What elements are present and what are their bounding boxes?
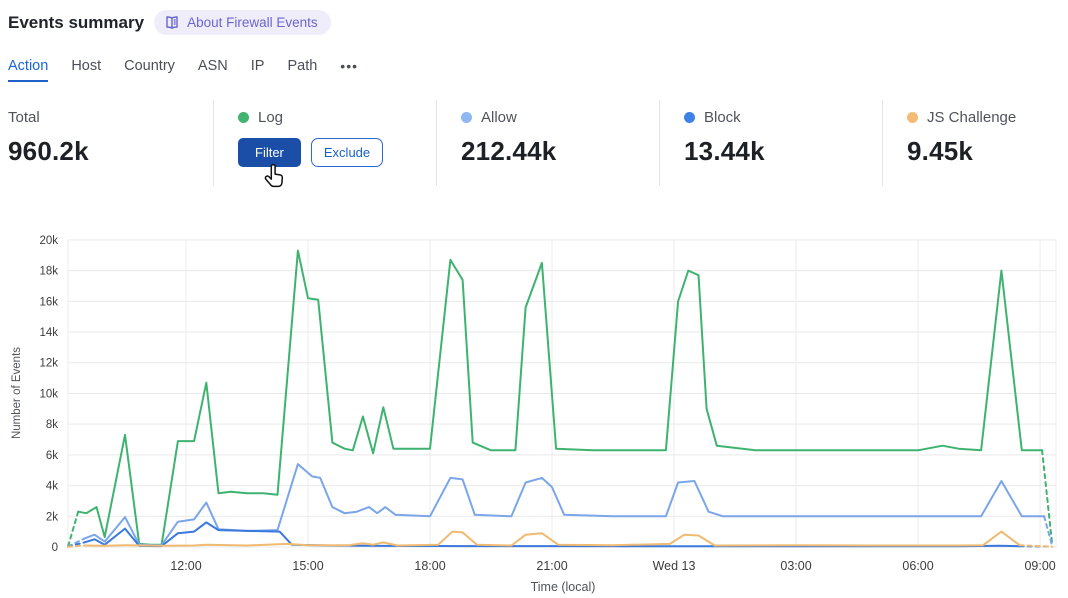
tab-country[interactable]: Country <box>124 58 175 74</box>
stat-allow-value: 212.44k <box>461 136 557 166</box>
stat-js-challenge-value: 9.45k <box>907 136 974 166</box>
stat-total-value: 960.2k <box>8 136 89 166</box>
svg-text:21:00: 21:00 <box>536 559 567 573</box>
svg-text:03:00: 03:00 <box>780 559 811 573</box>
svg-text:Number of Events: Number of Events <box>11 347 23 439</box>
allow-dot-icon <box>461 111 472 123</box>
tab-host[interactable]: Host <box>71 58 102 74</box>
events-time-series-chart: 0 2k 4k 6k 8k 10k 12k 14k 16k 18k 20k 12:00 15:00 18:… <box>0 225 1068 598</box>
stats-row: Total 960.2k Log Filter Exclude Allow 21… <box>0 100 1068 186</box>
svg-text:6k: 6k <box>46 450 58 462</box>
svg-text:2k: 2k <box>46 511 58 523</box>
tab-path[interactable]: Path <box>287 58 318 74</box>
stat-block[interactable]: Block 13.44k <box>659 100 882 186</box>
svg-text:10k: 10k <box>39 388 58 400</box>
filter-button[interactable]: Filter <box>238 138 301 167</box>
stat-block-label: Block <box>704 108 741 126</box>
tab-action[interactable]: Action <box>8 58 49 82</box>
exclude-button[interactable]: Exclude <box>310 138 384 167</box>
svg-text:18k: 18k <box>39 266 58 278</box>
tab-asn[interactable]: ASN <box>197 58 228 74</box>
tab-ip[interactable]: IP <box>250 58 265 74</box>
svg-text:14k: 14k <box>39 327 58 339</box>
js-challenge-dot-icon <box>907 111 918 123</box>
stat-allow-label: Allow <box>481 108 517 126</box>
stat-total[interactable]: Total 960.2k <box>0 100 213 186</box>
summary-tabs: Action Host Country ASN IP Path ••• <box>8 58 358 82</box>
svg-text:18:00: 18:00 <box>414 559 445 573</box>
stat-js-challenge[interactable]: JS Challenge 9.45k <box>882 100 1068 186</box>
book-icon <box>164 15 180 30</box>
stat-log[interactable]: Log Filter Exclude <box>213 100 436 186</box>
svg-text:15:00: 15:00 <box>292 559 323 573</box>
svg-text:12k: 12k <box>39 358 58 370</box>
log-dot-icon <box>238 111 249 123</box>
stat-total-label: Total <box>8 108 40 126</box>
stat-log-label: Log <box>258 108 284 126</box>
about-pill-label: About Firewall Events <box>187 15 318 30</box>
svg-text:09:00: 09:00 <box>1024 559 1055 573</box>
svg-text:16k: 16k <box>39 296 58 308</box>
svg-text:20k: 20k <box>39 235 58 247</box>
svg-text:4k: 4k <box>46 481 58 493</box>
stat-js-challenge-label: JS Challenge <box>927 108 1017 126</box>
svg-text:06:00: 06:00 <box>902 559 933 573</box>
stat-block-value: 13.44k <box>684 136 765 166</box>
stat-allow[interactable]: Allow 212.44k <box>436 100 659 186</box>
svg-text:8k: 8k <box>46 419 58 431</box>
about-firewall-events-link[interactable]: About Firewall Events <box>154 10 331 35</box>
block-dot-icon <box>684 111 695 123</box>
svg-text:Wed 13: Wed 13 <box>653 559 696 573</box>
events-chart-svg: 0 2k 4k 6k 8k 10k 12k 14k 16k 18k 20k 12:00 15:00 18:… <box>11 235 1057 594</box>
page-header: Events summary About Firewall Events <box>8 10 331 35</box>
svg-text:Time (local): Time (local) <box>531 580 596 594</box>
svg-text:12:00: 12:00 <box>170 559 201 573</box>
tabs-more-button[interactable]: ••• <box>340 58 359 74</box>
page-title: Events summary <box>8 12 145 32</box>
svg-text:0: 0 <box>52 542 58 554</box>
